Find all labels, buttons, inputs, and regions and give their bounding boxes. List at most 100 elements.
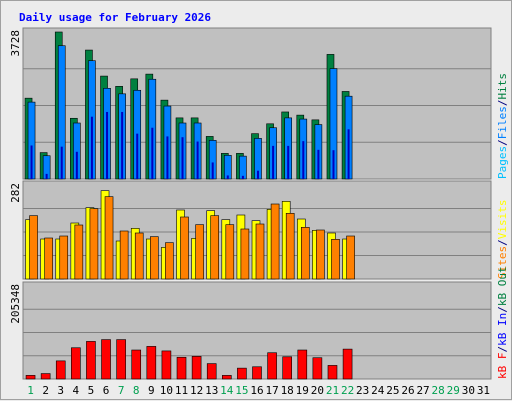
bar-sites (134, 232, 144, 280)
x-tick-label: 31 (477, 384, 490, 397)
panel-legend-2: Sites/Visits (496, 200, 509, 280)
x-tick-label: 29 (447, 384, 460, 397)
bar-sites (104, 196, 114, 280)
bar-pages (241, 175, 244, 179)
bar-kb-f (55, 360, 66, 380)
bar-pages (166, 136, 169, 179)
x-tick-label: 22 (341, 384, 354, 397)
x-tick-label: 14 (220, 384, 234, 397)
x-tick-label: 7 (118, 384, 125, 397)
x-tick-label: 5 (88, 384, 95, 397)
bar-pages (60, 146, 63, 179)
bar-sites (346, 235, 355, 280)
bar-sites (150, 236, 159, 280)
bar-pages (181, 137, 184, 179)
bar-pages (226, 175, 229, 179)
bar-pages (302, 141, 305, 179)
legend-part: Hits (496, 73, 509, 100)
bar-pages (196, 141, 199, 179)
bar-pages (90, 116, 93, 179)
bar-sites (180, 216, 189, 280)
bar-kb-f (131, 349, 142, 380)
x-tick-label: 8 (133, 384, 140, 397)
bar-sites (255, 223, 265, 280)
x-tick-label: 23 (356, 384, 369, 397)
panel-max-label: 3728 (9, 30, 22, 57)
bar-sites (195, 224, 204, 280)
legend-part: Visits (496, 200, 509, 240)
bar-pages (45, 173, 48, 179)
legend-part: Sites (496, 246, 509, 279)
x-tick-label: 25 (386, 384, 399, 397)
x-tick-label: 30 (462, 384, 475, 397)
bar-sites (225, 224, 235, 280)
bar-pages (332, 150, 335, 179)
panel-background (22, 281, 492, 380)
panel-legend-1: Pages/Files/Hits (496, 73, 509, 179)
bar-pages (211, 162, 214, 179)
legend-part: kB Out (496, 266, 509, 306)
bar-kb-f (116, 339, 126, 380)
x-tick-label: 24 (371, 384, 385, 397)
x-tick-label: 27 (416, 384, 429, 397)
x-tick-label: 9 (148, 384, 155, 397)
bar-sites (59, 235, 69, 280)
x-tick-label: 16 (250, 384, 263, 397)
panel-1: 3728 (9, 27, 492, 180)
bar-pages (257, 170, 259, 179)
bar-sites (210, 215, 220, 280)
bar-sites (300, 227, 310, 280)
legend-part: kB F (496, 353, 509, 380)
legend-part: / (496, 306, 509, 313)
bar-sites (29, 215, 38, 280)
x-tick-label: 12 (190, 384, 203, 397)
x-tick-label: 19 (296, 384, 309, 397)
bar-kb-f (40, 373, 51, 380)
bar-kb-f (206, 363, 217, 380)
bar-kb-f (161, 350, 172, 380)
bar-kb-f (25, 375, 36, 380)
legend-part: Files (496, 106, 509, 139)
x-tick-label: 15 (235, 384, 248, 397)
bar-pages (75, 151, 78, 179)
x-tick-label: 28 (432, 384, 445, 397)
bar-pages (121, 111, 124, 179)
x-tick-label: 18 (281, 384, 294, 397)
bar-files (239, 155, 247, 180)
bar-kb-f (267, 352, 277, 380)
bar-kb-f (146, 346, 157, 380)
bar-pages (347, 129, 350, 179)
x-tick-label: 4 (73, 384, 80, 397)
x-tick-label: 6 (103, 384, 110, 397)
bar-pages (317, 149, 320, 179)
bar-kb-f (71, 347, 81, 380)
bar-pages (287, 145, 290, 179)
bar-pages (30, 145, 33, 179)
bar-sites (240, 228, 250, 280)
x-tick-label: 10 (160, 384, 173, 397)
bar-kb-f (327, 365, 338, 380)
bar-pages (136, 133, 139, 179)
x-tick-label: 26 (401, 384, 414, 397)
panel-legend-3: kB F/kB In/kB Out (496, 266, 509, 379)
bar-sites (44, 237, 53, 280)
chart-title: Daily usage for February 2026 (19, 11, 211, 24)
bar-sites (119, 230, 129, 280)
bar-sites (331, 239, 340, 280)
bar-kb-f (176, 356, 187, 380)
bar-kb-f (237, 367, 247, 380)
bar-pages (272, 145, 275, 179)
legend-part: / (496, 346, 509, 353)
legend-part: kB In (496, 313, 509, 346)
bar-kb-f (86, 341, 96, 380)
x-tick-label: 11 (175, 384, 188, 397)
x-tick-label: 13 (205, 384, 218, 397)
bar-kb-f (297, 349, 308, 380)
bar-kb-f (252, 366, 262, 380)
x-tick-label: 21 (326, 384, 339, 397)
bar-sites (89, 208, 99, 280)
bar-pages (151, 127, 154, 179)
bar-sites (270, 203, 280, 280)
